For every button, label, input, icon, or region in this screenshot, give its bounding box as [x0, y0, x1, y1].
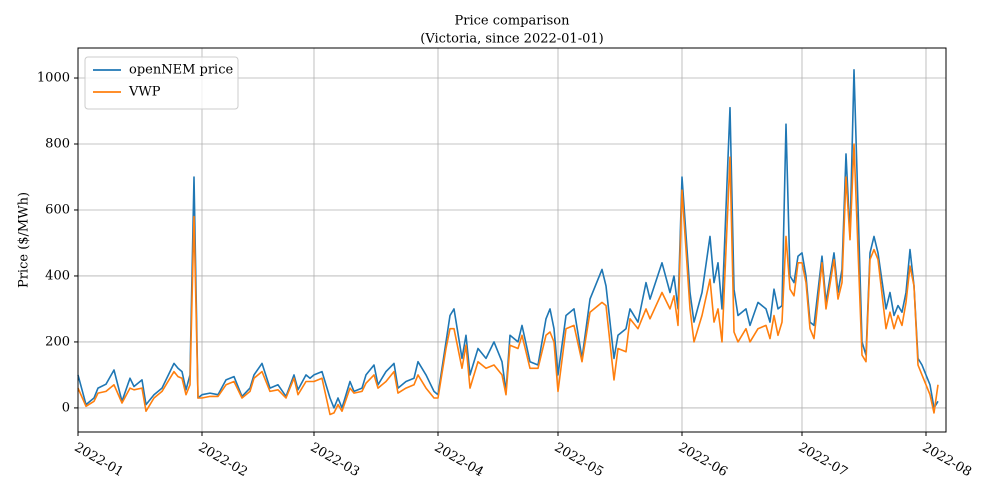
x-tick-label: 2022-07 — [796, 440, 850, 480]
chart-subtitle: (Victoria, since 2022-01-01) — [420, 32, 603, 47]
x-tick-label: 2022-01 — [72, 440, 126, 480]
series-line — [77, 69, 939, 409]
y-axis-label: Price ($/MWh) — [17, 192, 32, 288]
y-tick-label: 200 — [45, 334, 70, 349]
x-tick-label: 2022-03 — [308, 440, 362, 480]
y-tick-label: 800 — [45, 137, 70, 152]
series-line — [77, 143, 939, 416]
x-tick-label: 2022-06 — [676, 440, 730, 480]
x-tick-label: 2022-02 — [196, 440, 250, 480]
legend-box — [84, 56, 239, 110]
legend-label: openNEM price — [129, 63, 233, 78]
legend-label: VWP — [128, 85, 161, 100]
plot-frame — [77, 47, 947, 433]
x-tick-label: 2022-08 — [920, 440, 974, 480]
y-tick-label: 400 — [45, 268, 70, 283]
x-tick-label: 2022-05 — [552, 440, 606, 480]
x-tick-label: 2022-04 — [432, 440, 486, 480]
y-tick-label: 600 — [45, 202, 70, 217]
legend: openNEM price VWP — [84, 56, 239, 110]
chart-title: Price comparison — [455, 14, 571, 29]
y-tick-label: 0 — [62, 400, 70, 415]
y-tick-label: 1000 — [37, 71, 70, 86]
